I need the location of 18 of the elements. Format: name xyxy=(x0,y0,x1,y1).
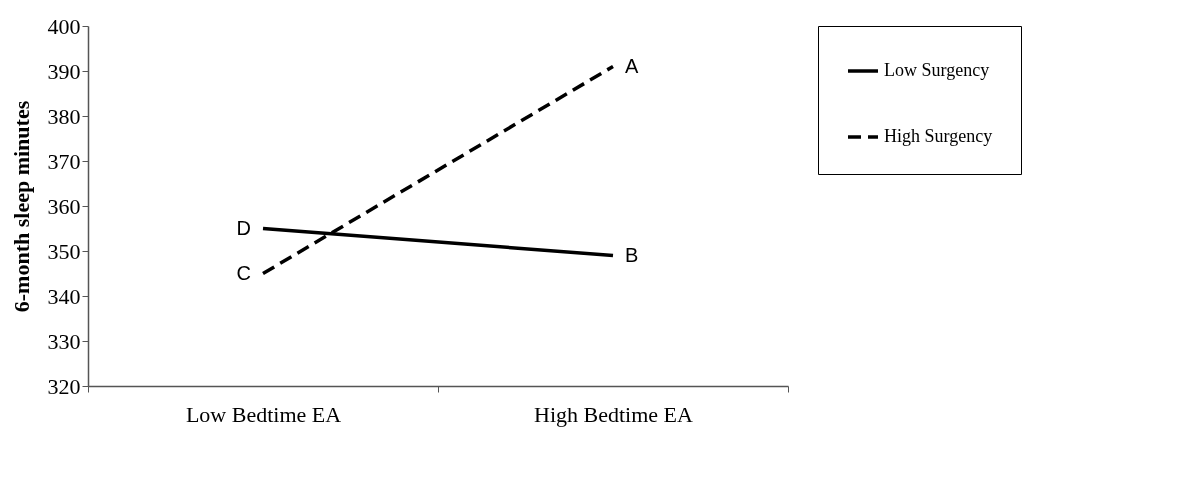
annotation: A xyxy=(625,54,639,77)
y-tick-label: 330 xyxy=(47,328,81,354)
y-tick-label: 320 xyxy=(47,373,81,399)
x-tick-label: Low Bedtime EA xyxy=(185,401,342,427)
x-tick-label: High Bedtime EA xyxy=(534,401,694,427)
y-tick-label: 360 xyxy=(47,193,81,219)
y-tick-label: 390 xyxy=(47,58,81,84)
y-axis-title: 6-month sleep minutes xyxy=(8,100,34,313)
y-tick-label: 340 xyxy=(47,283,81,309)
legend-label: Low Surgency xyxy=(884,60,990,80)
y-tick-label: 370 xyxy=(47,148,81,174)
annotation: B xyxy=(625,243,639,266)
legend-label: High Surgency xyxy=(884,126,993,146)
y-tick-label: 400 xyxy=(47,13,81,39)
annotation: D xyxy=(236,216,251,239)
y-tick-label: 380 xyxy=(47,103,81,129)
annotation: C xyxy=(236,261,251,284)
y-tick-label: 350 xyxy=(47,238,81,264)
